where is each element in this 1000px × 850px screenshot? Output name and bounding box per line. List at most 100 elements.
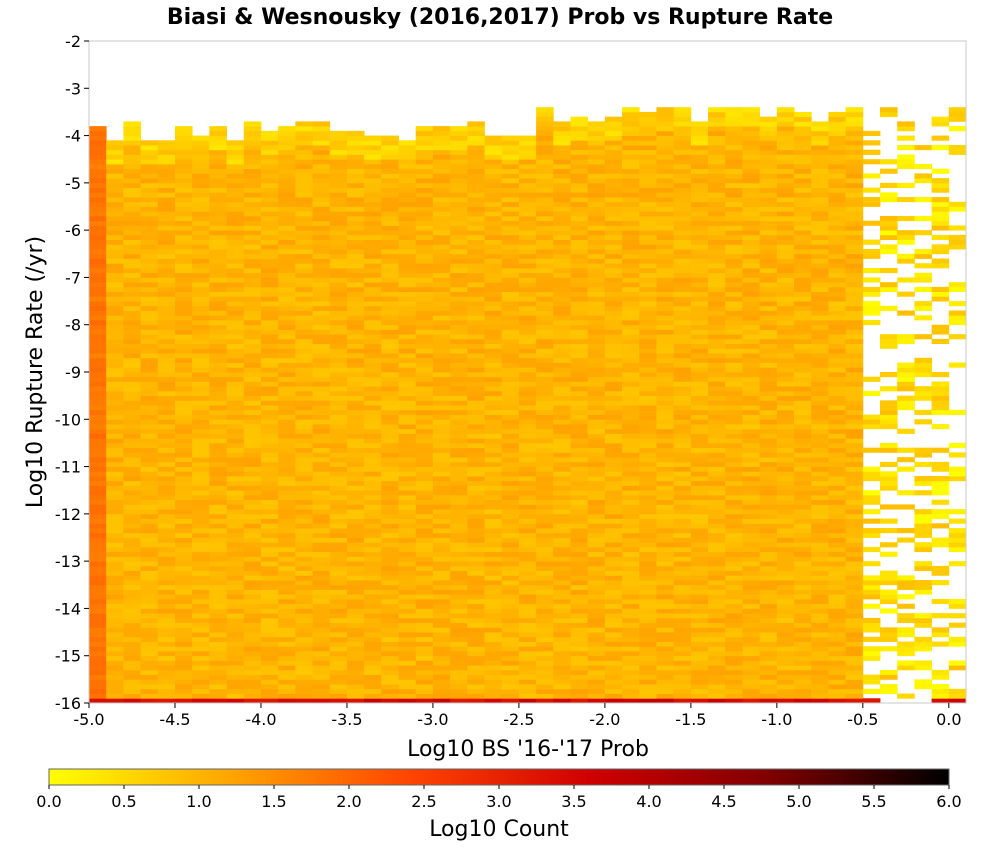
- heatmap-cell: [278, 282, 296, 288]
- heatmap-cell: [518, 159, 537, 165]
- heatmap-cell: [553, 149, 571, 155]
- heatmap-cell: [89, 679, 107, 685]
- heatmap-cell: [140, 627, 159, 633]
- heatmap-cell: [690, 182, 709, 188]
- heatmap-cell: [346, 665, 365, 671]
- heatmap-cell: [89, 504, 107, 510]
- heatmap-cell: [226, 263, 245, 269]
- heatmap-cell: [604, 315, 623, 321]
- heatmap-cell: [226, 187, 245, 193]
- heatmap-cell: [174, 291, 193, 297]
- heatmap-cell: [604, 296, 623, 302]
- heatmap-cell: [673, 551, 692, 557]
- heatmap-cell: [604, 130, 623, 136]
- heatmap-cell: [329, 272, 348, 278]
- heatmap-cell: [89, 414, 107, 420]
- heatmap-cell: [415, 542, 434, 548]
- heatmap-cell: [673, 485, 692, 491]
- heatmap-cell: [140, 187, 159, 193]
- heatmap-cell: [192, 343, 210, 349]
- heatmap-cell: [604, 461, 623, 467]
- heatmap-cell: [415, 665, 434, 671]
- heatmap-cell: [553, 665, 571, 671]
- heatmap-cell: [260, 372, 279, 378]
- heatmap-cell: [226, 594, 245, 600]
- heatmap-cell: [639, 542, 657, 548]
- heatmap-cell: [656, 145, 675, 151]
- heatmap-cell: [759, 258, 778, 264]
- heatmap-cell: [192, 499, 210, 505]
- heatmap-cell: [89, 135, 107, 141]
- heatmap-cell: [484, 442, 503, 449]
- heatmap-cell: [346, 546, 365, 553]
- heatmap-cell: [243, 272, 262, 278]
- heatmap-cell: [89, 372, 107, 378]
- heatmap-cell: [604, 556, 623, 562]
- heatmap-cell: [157, 263, 176, 269]
- heatmap-cell: [518, 258, 537, 264]
- heatmap-cell: [725, 674, 743, 680]
- heatmap-cell: [501, 561, 520, 567]
- heatmap-cell: [209, 286, 227, 293]
- heatmap-cell: [123, 608, 141, 614]
- heatmap-cell: [329, 617, 348, 624]
- heatmap-cell: [690, 400, 709, 406]
- heatmap-cell: [278, 267, 296, 274]
- heatmap-cell: [140, 215, 159, 222]
- heatmap-cell: [622, 319, 640, 326]
- heatmap-cell: [260, 589, 279, 595]
- heatmap-cell: [725, 220, 743, 226]
- heatmap-cell: [673, 301, 692, 307]
- heatmap-cell: [759, 457, 778, 463]
- heatmap-cell: [742, 546, 761, 553]
- heatmap-cell: [123, 688, 141, 694]
- heatmap-cell: [776, 499, 795, 505]
- heatmap-cell: [518, 230, 537, 236]
- heatmap-cell: [518, 173, 537, 179]
- heatmap-cell: [484, 211, 503, 217]
- heatmap-cell: [398, 357, 417, 363]
- heatmap-cell: [123, 201, 141, 207]
- heatmap-cell: [381, 442, 399, 449]
- heatmap-cell: [501, 457, 520, 463]
- heatmap-cell: [450, 580, 468, 586]
- heatmap-cell: [708, 116, 726, 122]
- heatmap-cell: [725, 452, 743, 458]
- heatmap-cell: [140, 149, 159, 155]
- heatmap-cell: [89, 537, 107, 543]
- heatmap-cell: [467, 140, 485, 146]
- heatmap-cell: [759, 149, 778, 155]
- heatmap-cell: [174, 357, 193, 363]
- heatmap-cell: [639, 329, 657, 335]
- heatmap-cell: [759, 154, 778, 160]
- heatmap-cell: [759, 405, 778, 411]
- heatmap-cell: [415, 419, 434, 425]
- heatmap-cell: [329, 234, 348, 240]
- heatmap-cell: [587, 561, 606, 567]
- heatmap-cell: [518, 424, 537, 430]
- heatmap-cell: [673, 660, 692, 666]
- heatmap-cell: [450, 409, 468, 415]
- heatmap-cell: [295, 551, 313, 557]
- heatmap-cell: [656, 684, 675, 690]
- heatmap-cell: [106, 291, 124, 297]
- heatmap-cell: [106, 438, 124, 444]
- heatmap-cell: [536, 334, 554, 340]
- heatmap-cell: [518, 414, 537, 420]
- heatmap-cell: [553, 409, 571, 415]
- heatmap-cell: [346, 301, 365, 307]
- heatmap-cell: [329, 447, 348, 453]
- heatmap-cell: [209, 277, 227, 283]
- heatmap-cell: [742, 414, 761, 420]
- heatmap-cell: [398, 343, 417, 349]
- heatmap-cell: [450, 693, 468, 699]
- heatmap-cell: [622, 499, 640, 505]
- heatmap-cell: [260, 471, 279, 477]
- heatmap-cell: [587, 201, 606, 207]
- heatmap-cell: [742, 466, 761, 472]
- heatmap-cell: [570, 362, 589, 368]
- heatmap-cell: [106, 390, 124, 397]
- heatmap-cell: [570, 679, 589, 685]
- heatmap-cell: [346, 272, 365, 278]
- heatmap-cell: [432, 632, 451, 638]
